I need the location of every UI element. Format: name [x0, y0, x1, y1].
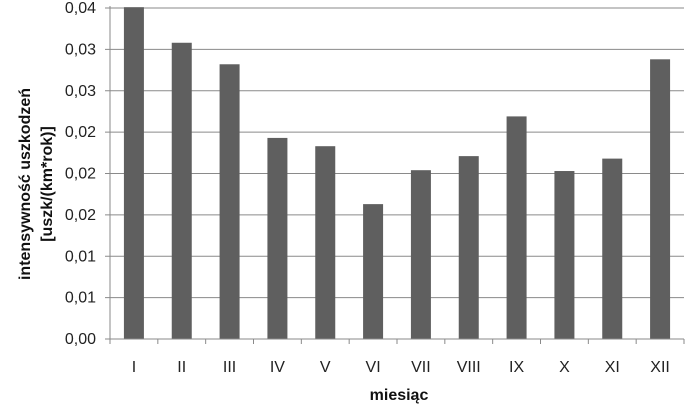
y-tick-label: 0,02 [65, 124, 96, 141]
y-axis-title-line-2: [uszk/(km*rok)] [39, 126, 56, 242]
x-tick-label: IV [270, 359, 285, 376]
y-tick-labels: 0,00 0,01 0,01 0,02 0,02 0,02 0,03 0,03 0,04 [65, 0, 96, 348]
x-tick-labels: I II III IV V VI VII VIII IX X XI XII [132, 359, 670, 376]
y-tick-label: 0,03 [65, 83, 96, 100]
x-tick-label: VIII [457, 359, 481, 376]
bar [171, 42, 192, 339]
bar [554, 171, 575, 339]
x-axis-title: miesiąc [370, 387, 429, 404]
x-tick-label: XI [605, 359, 620, 376]
x-tick-label: IX [509, 359, 524, 376]
x-tick-label: X [559, 359, 570, 376]
x-tick-label: V [320, 359, 331, 376]
x-tick-label: I [132, 359, 136, 376]
bar [363, 204, 384, 339]
bar [219, 64, 240, 340]
x-tick-label: II [177, 359, 186, 376]
x-tick-label: III [223, 359, 236, 376]
bar [650, 59, 671, 340]
bar [267, 137, 288, 339]
bar [123, 7, 144, 340]
y-tick-label: 0,03 [65, 41, 96, 58]
bar [602, 158, 623, 339]
bar [410, 170, 431, 339]
y-tick-label: 0,01 [65, 290, 96, 307]
bar [315, 146, 336, 339]
y-tick-label: 0,02 [65, 166, 96, 183]
axes [105, 6, 685, 344]
x-tick-label: VII [411, 359, 431, 376]
gridlines [110, 7, 684, 299]
y-tick-label: 0,04 [65, 0, 96, 17]
y-tick-label: 0,00 [65, 331, 96, 348]
y-tick-label: 0,01 [65, 248, 96, 265]
bar [506, 116, 527, 339]
x-tick-label: VI [366, 359, 381, 376]
x-tick-label: XII [650, 359, 670, 376]
bar [458, 156, 479, 339]
y-axis-title: intensywność uszkodzeń [uszk/(km*rok)] [17, 88, 56, 280]
y-tick-label: 0,02 [65, 207, 96, 224]
y-axis-title-line-1: intensywność uszkodzeń [17, 88, 34, 280]
bars [123, 7, 671, 340]
